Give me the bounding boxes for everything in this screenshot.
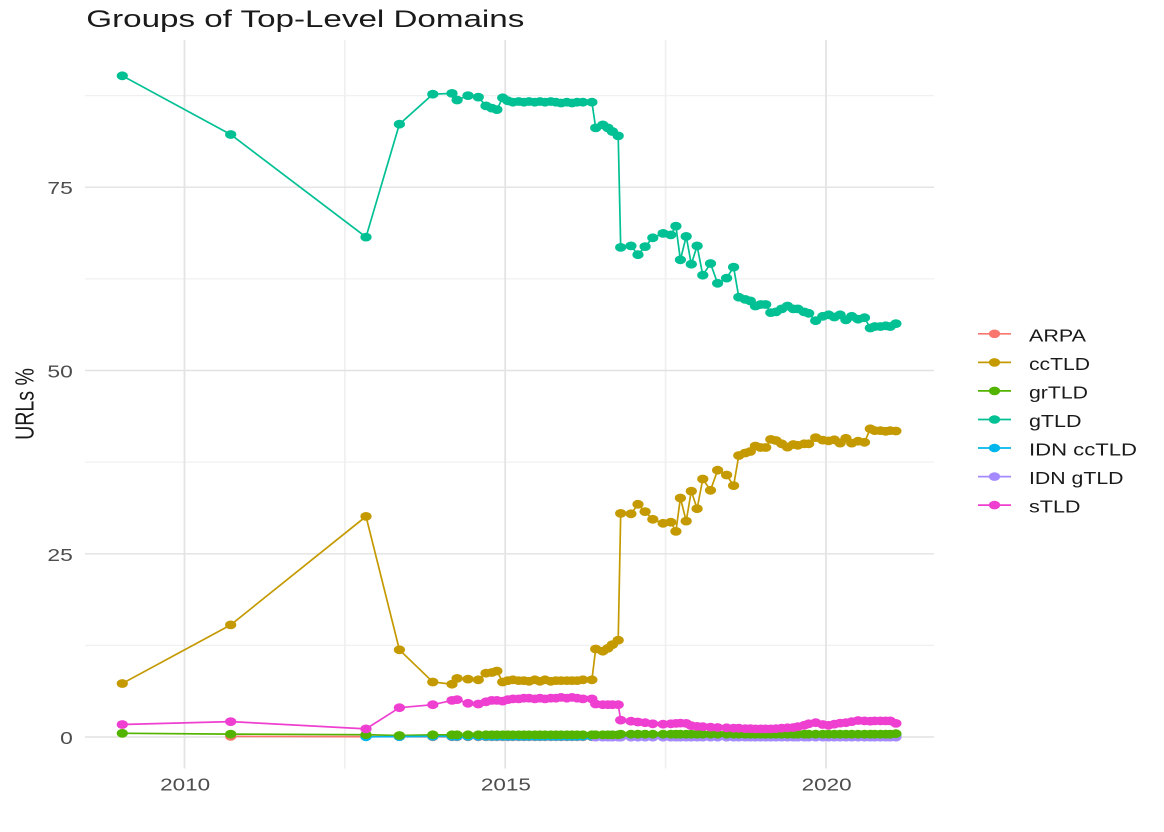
svg-text:25: 25: [47, 545, 73, 565]
svg-text:ARPA: ARPA: [1029, 325, 1086, 345]
svg-text:0: 0: [60, 728, 73, 748]
svg-text:75: 75: [47, 178, 73, 198]
svg-text:2015: 2015: [481, 775, 531, 795]
svg-text:50: 50: [47, 362, 73, 382]
svg-text:ccTLD: ccTLD: [1029, 354, 1090, 374]
svg-text:sTLD: sTLD: [1029, 497, 1081, 517]
svg-text:2010: 2010: [160, 775, 210, 795]
svg-text:gTLD: gTLD: [1029, 411, 1082, 431]
svg-text:IDN ccTLD: IDN ccTLD: [1029, 440, 1137, 460]
svg-text:2020: 2020: [802, 775, 852, 795]
svg-text:IDN gTLD: IDN gTLD: [1029, 468, 1124, 488]
svg-text:grTLD: grTLD: [1029, 382, 1088, 402]
svg-text:Groups of Top-Level Domains: Groups of Top-Level Domains: [86, 6, 524, 33]
svg-text:URLs %: URLs %: [10, 368, 39, 440]
